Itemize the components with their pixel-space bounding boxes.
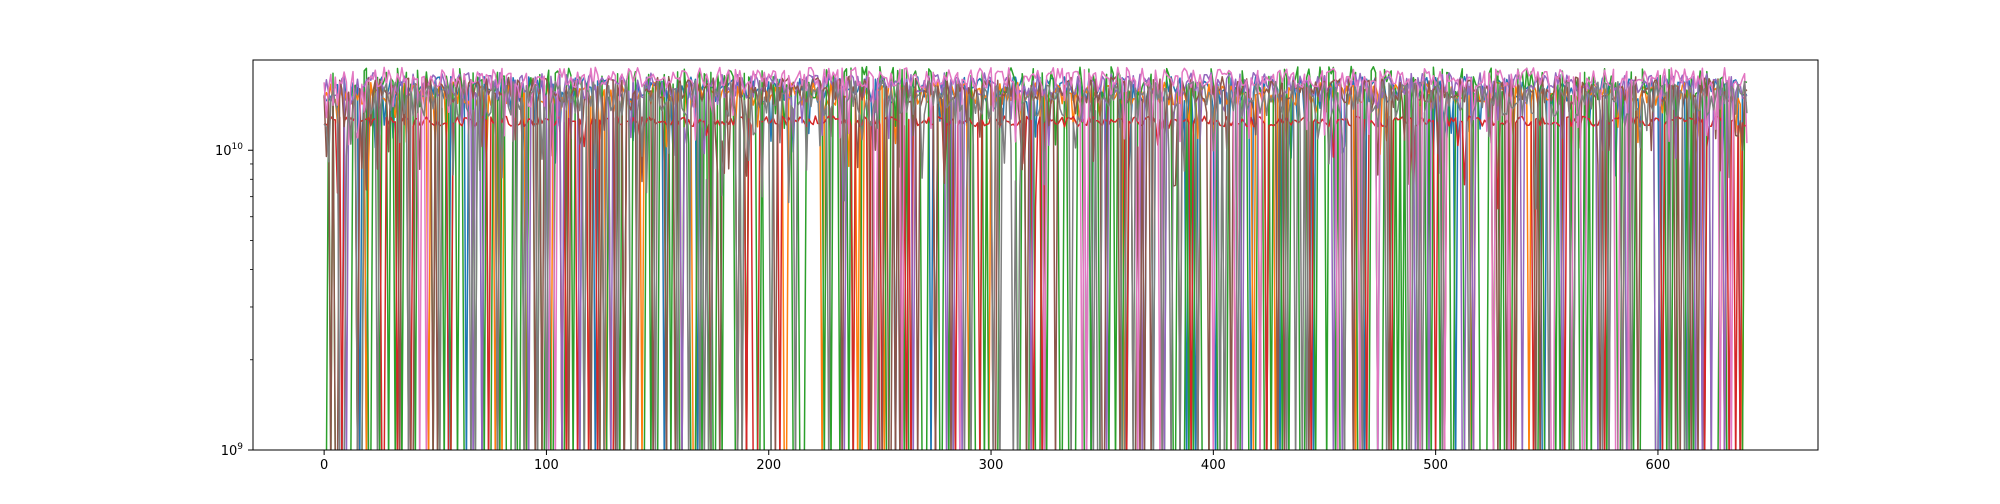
plot-frame [252,59,1819,451]
x-tick-label-2: 200 [756,458,781,473]
series-layer [323,65,1748,450]
x-tick-label-6: 600 [1646,458,1671,473]
series-line-6 [323,66,1748,450]
x-axis: 0 100 200 300 400 500 600 [320,450,1670,473]
x-tick-label-0: 0 [320,458,328,473]
x-tick-label-4: 400 [1201,458,1226,473]
y-tick-label-0: 109 [221,442,244,459]
y-axis: 109 1010 [215,142,253,459]
y-tick-label-1: 1010 [215,142,243,159]
x-tick-label-5: 500 [1423,458,1448,473]
x-tick-label-1: 100 [534,458,559,473]
x-tick-label-3: 300 [979,458,1004,473]
series-line-7 [323,79,1748,450]
